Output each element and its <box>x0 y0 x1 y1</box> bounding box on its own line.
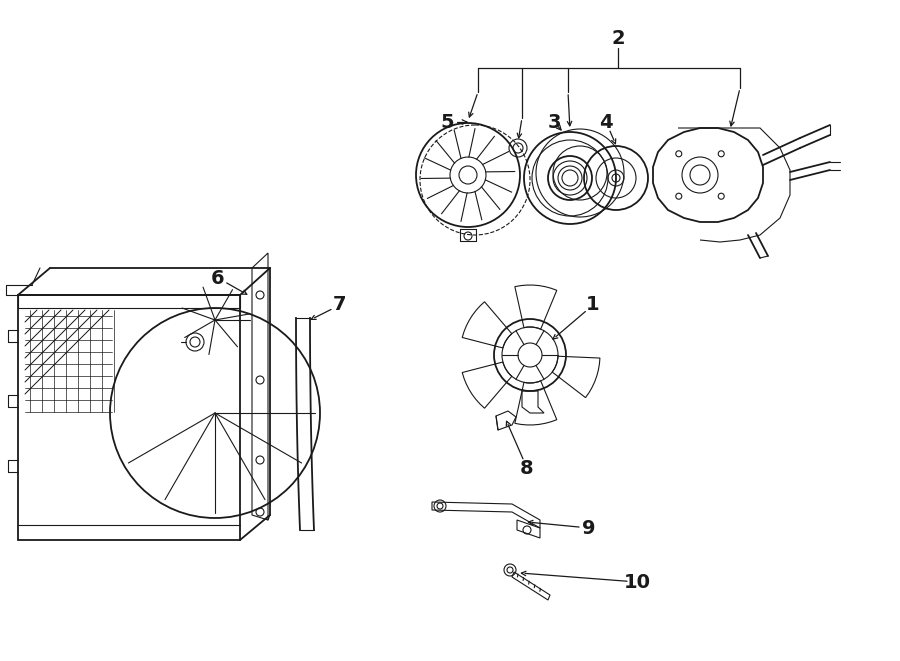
Text: 3: 3 <box>547 112 561 132</box>
Text: 1: 1 <box>586 295 599 315</box>
Text: 5: 5 <box>440 112 454 132</box>
Text: 6: 6 <box>212 268 225 288</box>
Text: 8: 8 <box>520 459 534 477</box>
Text: 4: 4 <box>599 112 613 132</box>
Text: 2: 2 <box>611 28 625 48</box>
Text: 9: 9 <box>582 518 596 537</box>
Text: 10: 10 <box>624 572 651 592</box>
Text: 7: 7 <box>333 295 346 315</box>
